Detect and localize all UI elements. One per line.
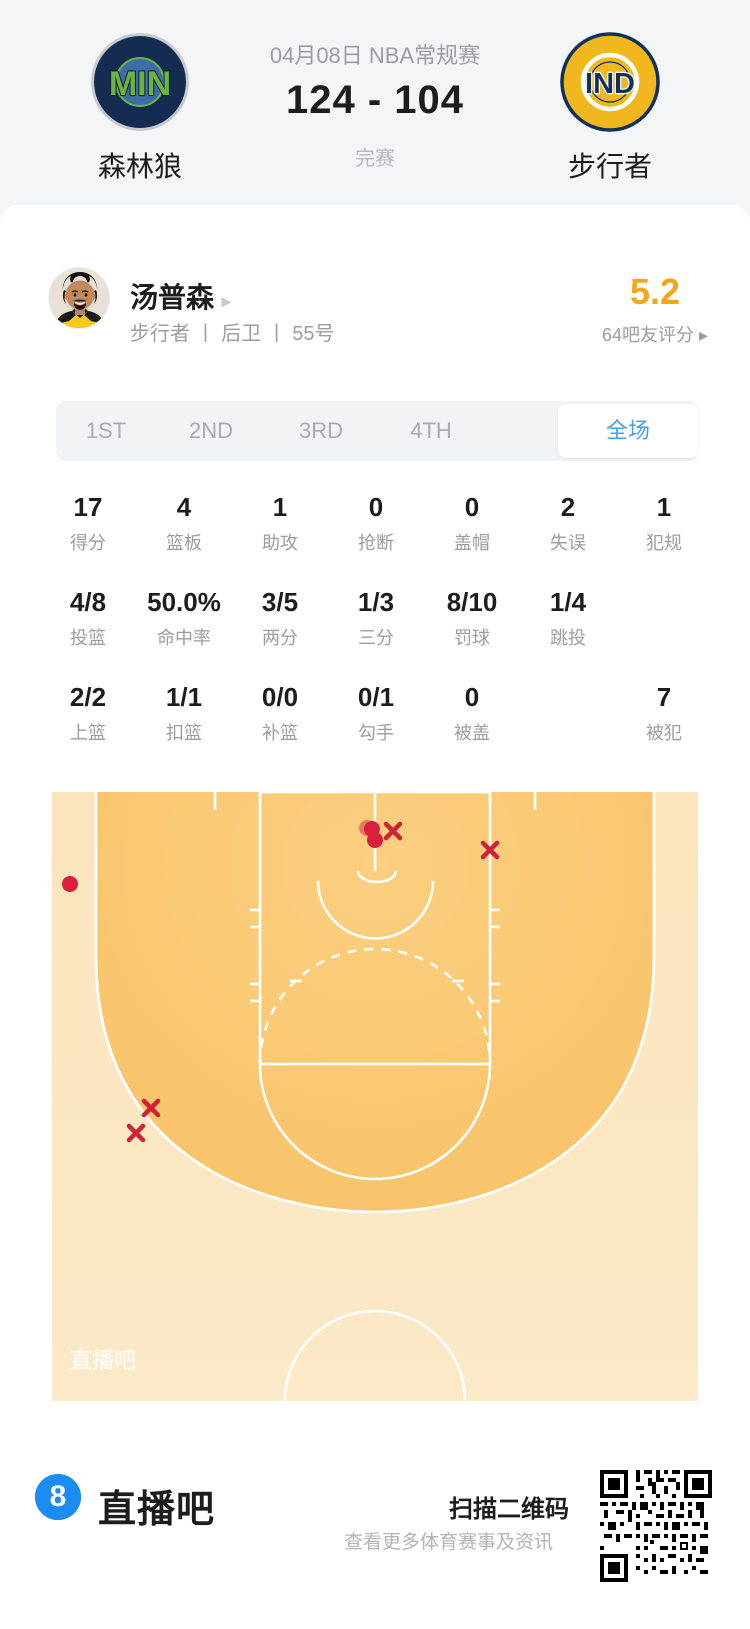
svg-text:IND: IND [585,68,635,100]
svg-text:MIN: MIN [109,65,171,103]
svg-text:直播吧: 直播吧 [70,1348,136,1373]
svg-text:8: 8 [50,1480,67,1513]
